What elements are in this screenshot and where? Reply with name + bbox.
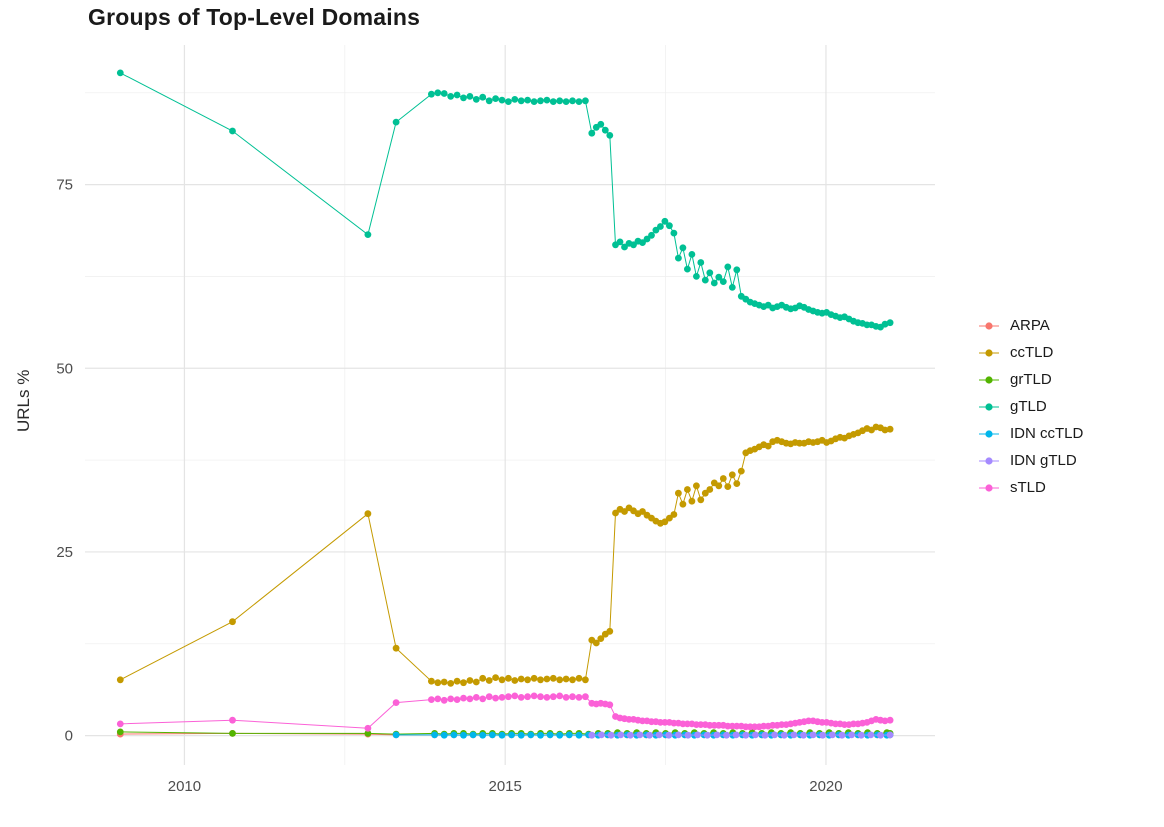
- y-tick-label: 75: [56, 177, 73, 194]
- y-tick-label: 0: [65, 728, 73, 745]
- plot-area: 0 25 50 75 2010 2015 2020: [56, 45, 935, 795]
- y-axis-ticks: 0 25 50 75: [56, 177, 73, 745]
- x-tick-label: 2010: [168, 778, 201, 795]
- legend-item-grTLD: grTLD: [978, 370, 1083, 389]
- legend-key-icon: [979, 375, 999, 384]
- x-tick-label: 2020: [809, 778, 842, 795]
- legend-label: grTLD: [1010, 371, 1052, 388]
- legend-label: sTLD: [1010, 479, 1046, 496]
- legend-key-icon: [979, 429, 999, 438]
- legend-item-sTLD: sTLD: [978, 478, 1083, 497]
- legend-item-IDN-gTLD: IDN gTLD: [978, 451, 1083, 470]
- series-gTLD: [116, 69, 894, 331]
- legend-label: IDN ccTLD: [1010, 425, 1084, 442]
- legend-key-icon: [979, 456, 999, 465]
- legend-item-IDN-ccTLD: IDN ccTLD: [978, 424, 1083, 443]
- legend-item-ccTLD: ccTLD: [978, 343, 1083, 362]
- legend-key-icon: [979, 321, 999, 330]
- legend-key-icon: [979, 402, 999, 411]
- gridlines: [85, 45, 935, 765]
- legend-item-ARPA: ARPA: [978, 316, 1083, 335]
- chart-title: Groups of Top-Level Domains: [88, 4, 421, 30]
- legend-label: gTLD: [1010, 398, 1047, 415]
- legend-label: ARPA: [1010, 317, 1050, 334]
- x-axis-ticks: 2010 2015 2020: [168, 778, 843, 795]
- series-ccTLD: [116, 423, 894, 687]
- legend-key-icon: [979, 348, 999, 357]
- y-tick-label: 50: [56, 360, 73, 377]
- y-tick-label: 25: [56, 544, 73, 561]
- x-tick-label: 2015: [489, 778, 522, 795]
- legend: ARPA ccTLD grTLD gTLD IDN ccTLD IDN gTLD sTLD: [978, 316, 1083, 497]
- legend-label: IDN gTLD: [1010, 452, 1077, 469]
- legend-item-gTLD: gTLD: [978, 397, 1083, 416]
- series-IDN-gTLD: [588, 731, 894, 739]
- legend-key-icon: [979, 483, 999, 492]
- series-sTLD: [116, 692, 894, 732]
- legend-label: ccTLD: [1010, 344, 1054, 361]
